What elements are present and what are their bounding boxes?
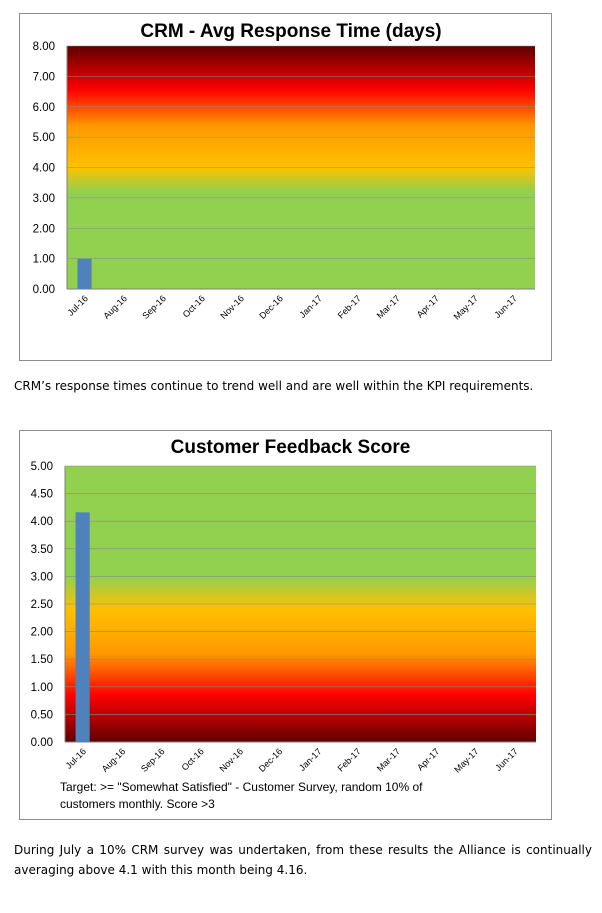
- y-tick-label: 4.50: [31, 489, 53, 501]
- y-tick-label: 2.00: [31, 627, 53, 639]
- response-time-chart-svg: CRM - Avg Response Time (days) 0.00 1.00 2.…: [33, 21, 535, 322]
- y-tick-label: 6.00: [33, 102, 55, 114]
- y-tick-label: 1.00: [33, 254, 55, 266]
- y-tick-label: 1.00: [31, 682, 53, 694]
- x-tick-label: Jul-16: [66, 293, 90, 317]
- y-tick-label: 1.50: [31, 654, 53, 666]
- x-tick-label: Aug-16: [100, 746, 128, 774]
- x-tick-label: Jun-17: [492, 293, 519, 320]
- y-tick-label: 2.50: [31, 599, 53, 611]
- x-tick-label: Jan-17: [297, 746, 324, 773]
- y-tick-label: 3.50: [31, 544, 53, 556]
- x-tick-label: Nov-16: [218, 293, 246, 321]
- x-tick-label: May-17: [452, 293, 480, 321]
- feedback-score-chart: Customer Feedback Score 0.00 0.50 1.00 1.50 2…: [19, 430, 552, 820]
- x-tick-label: Dec-16: [257, 293, 285, 321]
- y-tick-label: 4.00: [31, 516, 53, 528]
- x-tick-label: Apr-17: [415, 293, 441, 319]
- feedback-commentary: During July a 10% CRM survey was underta…: [14, 843, 592, 877]
- y-tick-label: 0.00: [31, 737, 53, 749]
- y-tick-label: 8.00: [33, 41, 55, 53]
- x-tick-label: Jul-16: [64, 746, 88, 770]
- bar-jul-16: [75, 512, 90, 742]
- x-tick-label: Nov-16: [217, 746, 245, 774]
- y-tick-label: 2.00: [33, 223, 55, 235]
- x-tick-label: Sep-16: [140, 293, 168, 321]
- x-tick-label: Jan-17: [297, 293, 324, 320]
- x-tick-label: Feb-17: [336, 746, 363, 773]
- response-time-commentary: CRM’s response times continue to trend w…: [14, 379, 534, 393]
- x-tick-label: Dec-16: [257, 746, 285, 774]
- x-tick-label: Apr-17: [415, 746, 441, 772]
- response-time-chart: CRM - Avg Response Time (days) 0.00 1.00 2.…: [19, 13, 552, 361]
- x-tick-label: Aug-16: [101, 293, 129, 321]
- y-tick-label: 3.00: [33, 193, 55, 205]
- x-tick-label: Mar-17: [375, 293, 402, 320]
- y-tick-label: 5.00: [33, 132, 55, 144]
- x-tick-label: Sep-16: [139, 746, 167, 774]
- target-annotation: Target: >= "Somewhat Satisfied" - Custom…: [60, 780, 423, 794]
- chart-title: CRM - Avg Response Time (days): [140, 21, 441, 42]
- y-tick-label: 4.00: [33, 163, 55, 175]
- x-tick-label: Jun-17: [493, 746, 520, 773]
- x-tick-label: Oct-16: [181, 293, 207, 319]
- y-tick-label: 5.00: [31, 461, 53, 473]
- x-tick-label: Mar-17: [375, 746, 402, 773]
- bar-jul-16: [77, 258, 92, 289]
- target-annotation: customers monthly. Score >3: [60, 797, 215, 811]
- y-tick-label: 0.50: [31, 709, 53, 721]
- chart-title: Customer Feedback Score: [171, 437, 411, 458]
- x-tick-label: May-17: [452, 746, 480, 774]
- x-tick-label: Feb-17: [336, 293, 363, 320]
- feedback-score-chart-svg: Customer Feedback Score 0.00 0.50 1.00 1.50 2…: [31, 437, 536, 811]
- y-tick-label: 0.00: [33, 284, 55, 296]
- y-tick-label: 7.00: [33, 71, 55, 83]
- y-tick-label: 3.00: [31, 571, 53, 583]
- x-tick-label: Oct-16: [180, 746, 206, 772]
